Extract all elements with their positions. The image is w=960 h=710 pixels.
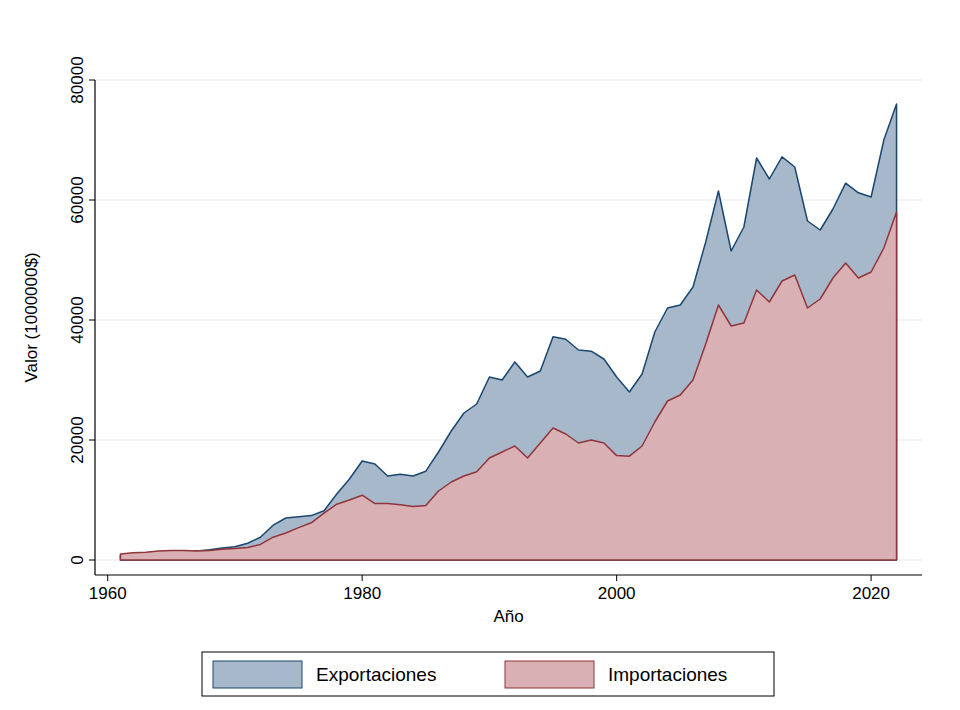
- x-tick: [362, 575, 363, 581]
- y-axis: [94, 80, 95, 575]
- legend: Exportaciones Importaciones: [202, 652, 774, 696]
- legend-label: Exportaciones: [316, 664, 436, 685]
- x-axis: [95, 574, 922, 575]
- grid-line: [95, 79, 922, 80]
- legend-swatch: [213, 661, 302, 688]
- legend-swatch: [505, 661, 594, 688]
- x-axis-label: Año: [493, 607, 523, 626]
- x-tick-label: 1960: [89, 584, 127, 603]
- y-tick-label: 0: [68, 555, 87, 564]
- chart: 0 20000 40000 60000 80000 1960 1980 2000 2020 Año…: [0, 0, 960, 710]
- plot-area: [120, 104, 896, 560]
- area: [120, 104, 896, 560]
- y-tick: [89, 560, 95, 561]
- area: [120, 212, 896, 560]
- y-tick-label: 20000: [68, 416, 87, 463]
- legend-label: Importaciones: [608, 664, 727, 685]
- x-tick: [616, 575, 617, 581]
- y-tick: [89, 200, 95, 201]
- x-tick-label: 2020: [852, 584, 890, 603]
- x-tick: [107, 575, 108, 581]
- y-tick-label: 80000: [68, 56, 87, 103]
- background: [0, 0, 960, 710]
- y-tick-label: 60000: [68, 176, 87, 223]
- y-axis-label: Valor (1000000$): [22, 252, 41, 382]
- y-tick-label: 40000: [68, 296, 87, 343]
- x-tick-label: 1980: [343, 584, 381, 603]
- y-tick: [89, 320, 95, 321]
- y-tick: [89, 80, 95, 81]
- legend-box: [202, 652, 774, 696]
- x-tick: [871, 575, 872, 581]
- x-tick-label: 2000: [598, 584, 636, 603]
- y-tick: [89, 440, 95, 441]
